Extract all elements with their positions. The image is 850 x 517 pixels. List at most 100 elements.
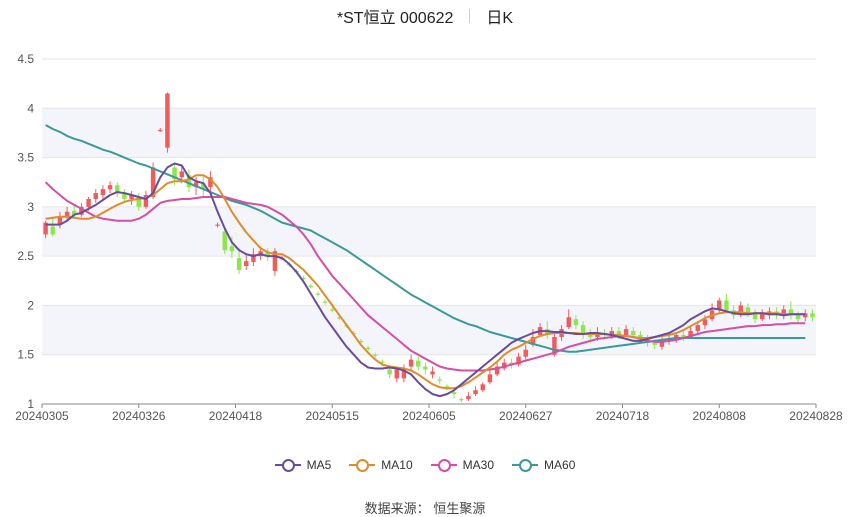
candle-body — [566, 317, 571, 328]
y-tick-label: 3 — [27, 200, 34, 214]
y-tick-label: 1 — [27, 397, 34, 411]
candle-body — [43, 222, 48, 235]
grid-band — [42, 108, 816, 158]
candle-body — [272, 251, 278, 271]
ma5-line — [45, 162, 806, 398]
candle-body — [430, 371, 435, 375]
grid-band — [42, 305, 816, 355]
candle-body — [401, 369, 407, 379]
candle-body — [416, 360, 421, 367]
candle-body — [394, 369, 399, 379]
candle-body — [609, 331, 614, 335]
candle-body — [423, 366, 428, 370]
candle-body — [580, 325, 586, 335]
legend-item-ma5[interactable]: MA5 — [274, 458, 332, 472]
candle-body — [573, 319, 579, 326]
candle-body — [64, 211, 70, 217]
candle-body — [487, 374, 493, 383]
y-tick-label: 3.5 — [17, 151, 34, 165]
candle-body — [315, 293, 321, 295]
candle-body — [100, 189, 106, 196]
candle-body — [265, 252, 270, 257]
y-tick-label: 1.5 — [17, 348, 34, 362]
candle-body — [129, 195, 134, 199]
candle-body — [408, 359, 414, 367]
candle-body — [229, 246, 235, 252]
candle-body — [387, 369, 392, 375]
candle-body — [358, 340, 364, 343]
legend-item-ma10[interactable]: MA10 — [349, 458, 413, 472]
x-tick-label: 20240515 — [306, 409, 360, 423]
y-tick-label: 4.5 — [17, 52, 34, 66]
candle-body — [301, 277, 306, 280]
candle-body — [745, 307, 751, 314]
x-tick-label: 20240718 — [596, 409, 650, 423]
legend-label: MA10 — [381, 458, 413, 472]
candle-body — [136, 197, 141, 207]
candlestick-chart: 1 1.5 2 2.5 3 3.5 4 4.5 20240305 20240326 20240418… — [15, 52, 843, 423]
x-tick-label: 20240808 — [693, 409, 747, 423]
candle-body — [466, 396, 471, 400]
chart-subtitle: 日K — [486, 10, 514, 27]
candle-body — [459, 399, 464, 401]
legend-swatch-icon — [349, 458, 376, 472]
candle-body — [724, 300, 729, 311]
candle-body — [122, 193, 127, 199]
candle-body — [193, 182, 199, 188]
candle-body — [717, 300, 722, 310]
legend-item-ma60[interactable]: MA60 — [512, 458, 575, 472]
legend-label: MA5 — [306, 458, 332, 472]
chart-title: *ST恒立 000622 — [336, 10, 454, 27]
legend-swatch-icon — [274, 458, 301, 472]
legend-item-ma30[interactable]: MA30 — [430, 458, 495, 472]
ma10-line — [45, 174, 806, 390]
candle-body — [702, 319, 708, 326]
candle-body — [623, 329, 629, 335]
x-tick-label: 20240305 — [15, 409, 69, 423]
y-tick-label: 4 — [27, 101, 34, 115]
x-tick-label: 20240605 — [402, 409, 456, 423]
legend-swatch-icon — [430, 458, 457, 472]
data-source: 数据来源： 恒生聚源 — [0, 498, 850, 517]
candle-body — [638, 335, 643, 339]
candle-body — [788, 309, 794, 316]
candle-body — [760, 313, 765, 320]
candle-body — [530, 336, 536, 345]
candle-body — [516, 356, 521, 365]
candle-body — [222, 231, 227, 251]
candle-body — [337, 317, 342, 319]
candle-body — [50, 226, 55, 235]
candle-body — [373, 354, 378, 356]
candle-body — [451, 392, 457, 395]
x-tick-label: 20240627 — [499, 409, 553, 423]
candle-body — [380, 361, 385, 363]
candle-body — [308, 285, 313, 287]
candle-body — [86, 198, 91, 207]
legend-swatch-icon — [512, 458, 539, 472]
candle-body — [652, 342, 657, 345]
ma30-line — [44, 181, 806, 372]
y-tick-label: 2.5 — [17, 249, 34, 263]
candle-body — [795, 315, 801, 320]
candle-body — [695, 325, 700, 332]
candle-body — [330, 309, 335, 311]
candle-body — [208, 177, 213, 188]
candle-body — [115, 185, 120, 194]
candle-body — [150, 167, 156, 197]
candle-body — [251, 254, 256, 263]
candle-body — [236, 258, 242, 270]
legend-label: MA30 — [462, 458, 495, 472]
candle-body — [244, 261, 249, 266]
candle-body — [738, 305, 743, 314]
candle-body — [444, 386, 450, 388]
candle-body — [57, 216, 63, 225]
candle-body — [616, 331, 622, 335]
candle-body — [810, 313, 815, 318]
candle-body — [143, 195, 149, 207]
source-label: 数据来源： — [364, 501, 430, 516]
candle-body — [752, 313, 758, 320]
candle-body — [688, 331, 693, 337]
candle-body — [631, 331, 636, 335]
candle-body — [179, 171, 184, 178]
candle-body — [79, 206, 84, 215]
